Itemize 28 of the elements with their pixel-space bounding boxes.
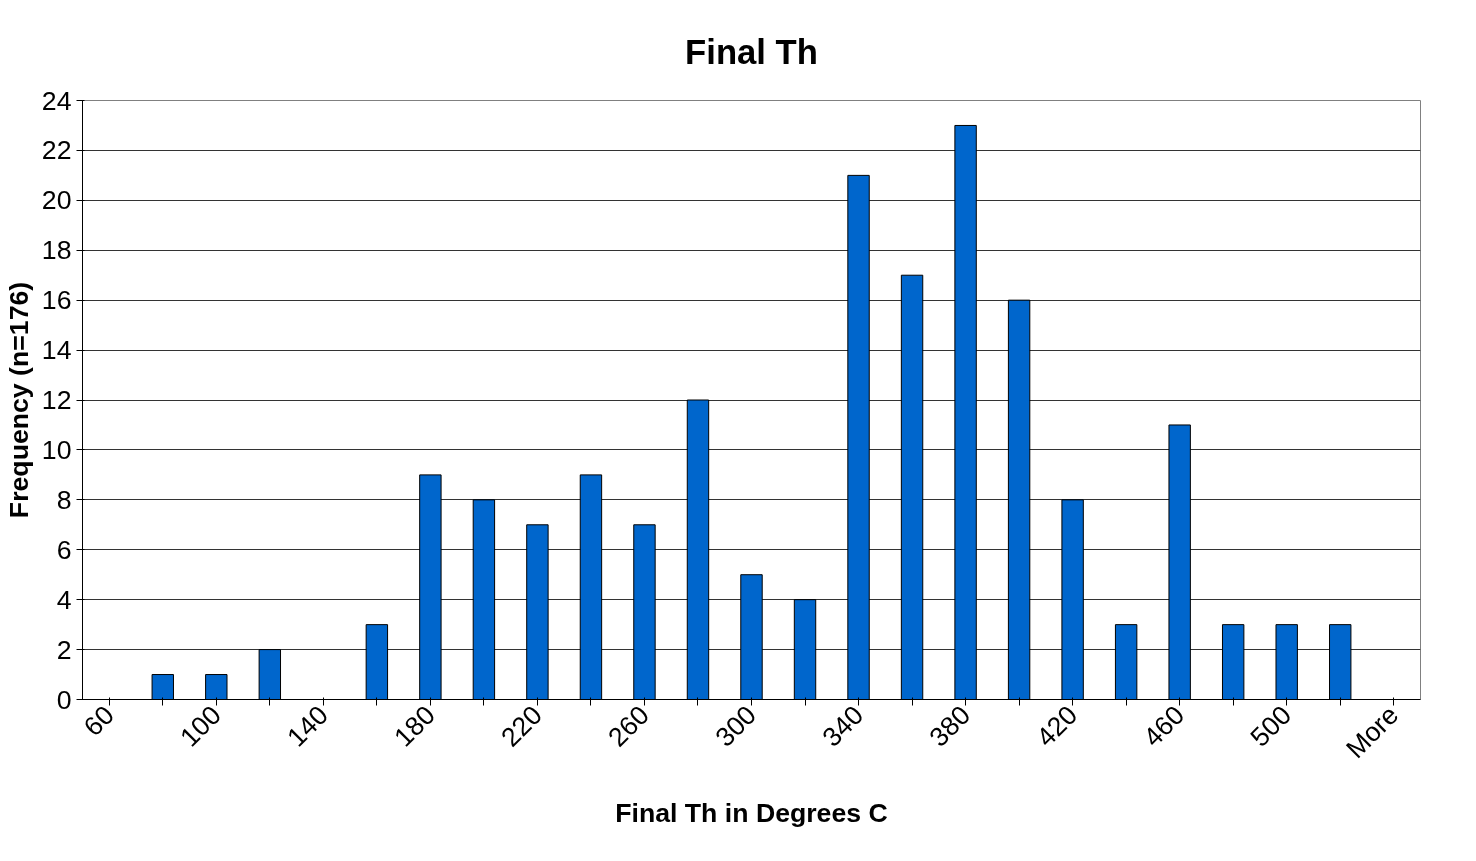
x-tick-label: 260 — [602, 699, 656, 753]
x-tick-label: 380 — [923, 699, 977, 753]
x-tick-label: 60 — [77, 699, 120, 743]
y-tick-label: 0 — [56, 684, 72, 715]
y-tick-label: 8 — [56, 484, 72, 515]
y-tick-label: 18 — [41, 235, 72, 266]
y-tick-label: 20 — [41, 185, 72, 216]
x-tick-label: 500 — [1244, 699, 1298, 753]
chart-title: Final Th — [685, 32, 818, 71]
x-tick-label: 180 — [388, 699, 441, 753]
x-tick-label: 340 — [816, 699, 870, 753]
y-axis-title: Frequency (n=176) — [3, 281, 34, 519]
y-tick-label: 10 — [41, 434, 72, 465]
y-tick-label: 2 — [56, 634, 72, 665]
y-tick-label: 22 — [41, 135, 72, 166]
y-tick-label: 24 — [41, 85, 72, 116]
x-tick-label: 300 — [709, 699, 763, 753]
x-tick-label: 420 — [1030, 699, 1084, 753]
y-tick-label: 14 — [41, 335, 72, 366]
y-tick-label: 6 — [56, 534, 72, 565]
y-tick-label: 12 — [41, 385, 72, 415]
x-tick-label: 140 — [281, 699, 334, 753]
y-tick-label: 16 — [41, 285, 72, 316]
x-tick-label: 100 — [174, 699, 227, 753]
y-tick-label: 4 — [56, 584, 72, 615]
x-tick-label: 220 — [495, 699, 549, 753]
x-tick-label: 460 — [1137, 699, 1191, 753]
x-axis-title: Final Th in Degrees C — [615, 797, 888, 828]
